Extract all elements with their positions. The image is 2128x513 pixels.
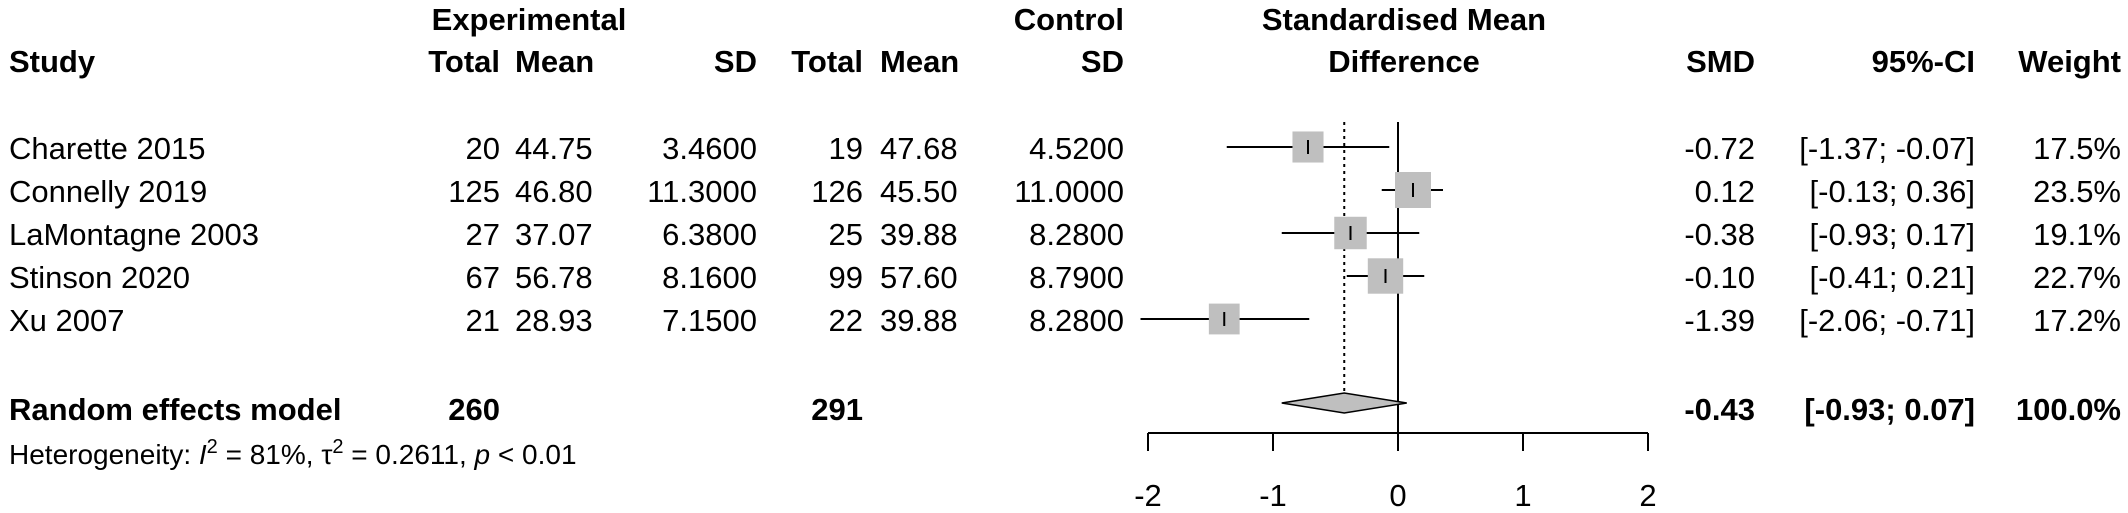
exp-total: 27 [466,217,500,252]
weight-value: 17.5% [2033,131,2121,166]
header-ctrl-mean: Mean [880,44,959,79]
exp-sd: 11.3000 [647,174,757,209]
pooled-ctrl-total: 291 [811,392,863,427]
p-symbol: p [474,439,491,470]
header-smd: SMD [1686,44,1755,79]
header-experimental: Experimental [432,2,627,37]
i2-symbol: I [199,439,207,470]
pooled-weight: 100.0% [2016,392,2121,427]
header-exp-total: Total [428,44,500,79]
exp-mean: 56.78 [515,260,593,295]
smd-value: -0.10 [1684,260,1755,295]
weight-value: 19.1% [2033,217,2121,252]
pooled-diamond [1281,392,1407,414]
ctrl-total: 126 [811,174,863,209]
smd-value: -0.38 [1684,217,1755,252]
ci-value: [-2.06; -0.71] [1799,303,1975,338]
study-name: Xu 2007 [9,303,125,338]
header-effect-line1: Standardised Mean [1262,2,1546,37]
pooled-row: Random effects model 260 291 -0.43 [-0.9… [9,392,2121,427]
tau-symbol: τ [321,439,332,470]
pooled-smd: -0.43 [1684,392,1755,427]
tau-value: = 0.2611, [344,439,475,470]
pooled-exp-total: 260 [448,392,500,427]
smd-value: -0.72 [1684,131,1755,166]
plot-area: -2 -1 0 1 2 [1134,122,1657,513]
ci-value: [-0.93; 0.17] [1810,217,1975,252]
i2-value: = 81%, [218,439,322,470]
ctrl-mean: 45.50 [880,174,958,209]
exp-total: 125 [448,174,500,209]
ctrl-mean: 39.88 [880,303,958,338]
header-ctrl-total: Total [791,44,863,79]
weight-value: 22.7% [2033,260,2121,295]
exp-sd: 8.1600 [662,260,757,295]
exp-total: 21 [466,303,500,338]
smd-value: -1.39 [1684,303,1755,338]
header-control: Control [1014,2,1124,37]
ci-value: [-0.13; 0.36] [1810,174,1975,209]
study-name: LaMontagne 2003 [9,217,259,252]
pooled-label: Random effects model [9,392,341,427]
weight-value: 17.2% [2033,303,2121,338]
tau-sup: 2 [332,436,343,458]
heterogeneity-text: Heterogeneity: I2 = 81%, τ2 = 0.2611, p … [9,436,577,470]
exp-sd: 6.3800 [662,217,757,252]
header-ctrl-sd: SD [1081,44,1124,79]
ctrl-sd: 8.2800 [1029,303,1124,338]
exp-sd: 7.1500 [662,303,757,338]
x-tick-label: 0 [1389,478,1406,513]
study-name: Charette 2015 [9,131,205,166]
ctrl-sd: 11.0000 [1014,174,1124,209]
ctrl-sd: 8.2800 [1029,217,1124,252]
pooled-ci: [-0.93; 0.07] [1804,392,1975,427]
weight-value: 23.5% [2033,174,2121,209]
header-exp-mean: Mean [515,44,594,79]
study-rows: Charette 2015 20 44.75 3.4600 19 47.68 4.5200 -… [9,131,2121,338]
heterogeneity-prefix: Heterogeneity: [9,439,199,470]
exp-mean: 37.07 [515,217,593,252]
ctrl-total: 99 [829,260,863,295]
i2-sup: 2 [207,436,218,458]
ci-value: [-1.37; -0.07] [1799,131,1975,166]
x-tick-label: 2 [1639,478,1656,513]
x-tick-label: 1 [1514,478,1531,513]
study-name: Stinson 2020 [9,260,190,295]
x-tick-label: -2 [1134,478,1162,513]
column-headers: Experimental Control Standardised Mean S… [9,2,2121,79]
header-effect-line2: Difference [1328,44,1480,79]
header-weight: Weight [2018,44,2121,79]
study-name: Connelly 2019 [9,174,207,209]
exp-sd: 3.4600 [662,131,757,166]
ctrl-mean: 39.88 [880,217,958,252]
ctrl-total: 22 [829,303,863,338]
ctrl-sd: 4.5200 [1029,131,1124,166]
ctrl-sd: 8.7900 [1029,260,1124,295]
smd-value: 0.12 [1695,174,1755,209]
exp-total: 67 [466,260,500,295]
exp-mean: 28.93 [515,303,593,338]
ci-value: [-0.41; 0.21] [1810,260,1975,295]
ctrl-total: 25 [829,217,863,252]
header-study: Study [9,44,96,79]
exp-total: 20 [466,131,500,166]
exp-mean: 44.75 [515,131,593,166]
header-ci: 95%-CI [1872,44,1975,79]
ctrl-total: 19 [829,131,863,166]
p-value: < 0.01 [490,439,576,470]
ctrl-mean: 47.68 [880,131,958,166]
header-exp-sd: SD [714,44,757,79]
x-tick-label: -1 [1259,478,1287,513]
exp-mean: 46.80 [515,174,593,209]
ctrl-mean: 57.60 [880,260,958,295]
